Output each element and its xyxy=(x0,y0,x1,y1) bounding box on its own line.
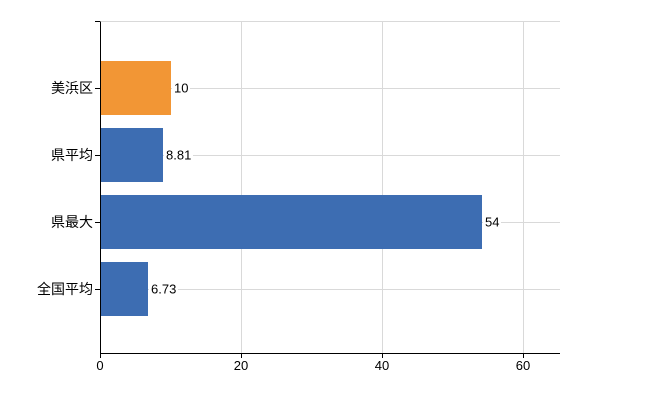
x-axis-tick-label: 60 xyxy=(515,358,531,373)
horizontal-gridline xyxy=(101,289,560,290)
x-axis-tick xyxy=(100,354,101,358)
y-axis-tick xyxy=(95,21,100,22)
x-axis-tick-label: 20 xyxy=(233,358,249,373)
y-axis-tick xyxy=(95,155,100,156)
bar-value-label: 54 xyxy=(483,214,502,230)
vertical-gridline xyxy=(523,22,524,353)
bar-value-label: 8.81 xyxy=(164,147,194,163)
category-label: 美浜区 xyxy=(51,80,93,96)
horizontal-gridline xyxy=(101,88,560,89)
x-axis-tick xyxy=(241,354,242,358)
x-axis-tick-label: 0 xyxy=(96,358,104,373)
plot-area: 10 8.81 54 6.73 xyxy=(100,21,560,354)
category-label: 県平均 xyxy=(51,147,93,163)
bar xyxy=(101,262,148,316)
x-axis-tick-label: 40 xyxy=(374,358,390,373)
category-label: 県最大 xyxy=(51,214,93,230)
vertical-gridline xyxy=(241,22,242,353)
x-axis-tick xyxy=(382,354,383,358)
bar xyxy=(101,128,163,182)
category-label: 全国平均 xyxy=(37,281,93,297)
bar xyxy=(101,61,171,115)
bar-value-label: 6.73 xyxy=(149,281,179,297)
y-axis-tick xyxy=(95,88,100,89)
vertical-gridline xyxy=(382,22,383,353)
y-axis-tick xyxy=(95,222,100,223)
x-axis-tick xyxy=(523,354,524,358)
horizontal-gridline xyxy=(101,155,560,156)
bar xyxy=(101,195,482,249)
bar-value-label: 10 xyxy=(172,80,191,96)
y-axis-tick xyxy=(95,289,100,290)
